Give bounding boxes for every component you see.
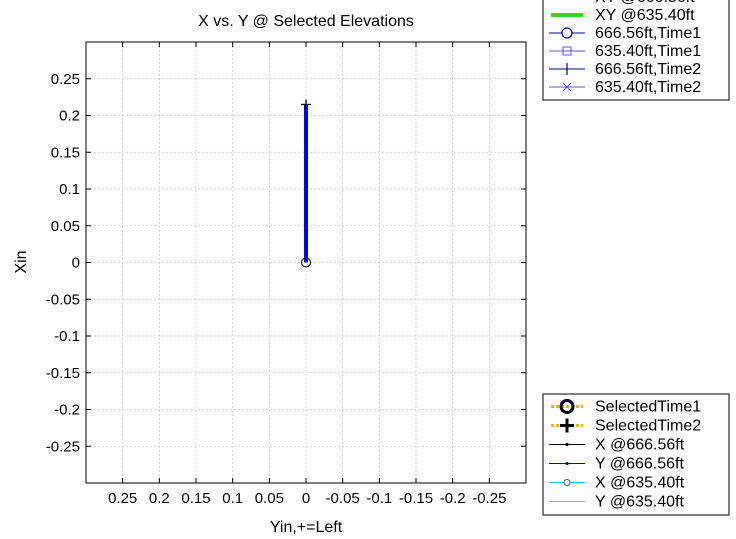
y-tick-label: -0.1 [54,328,80,345]
marker-circle [300,257,312,268]
legend-swatch-square [562,46,572,56]
legend-swatch-x [562,82,572,92]
y-tick-label: 0.05 [51,218,80,235]
legend-entry-label: XY @666.56ft [595,0,695,6]
x-tick-label: -0.25 [472,490,506,507]
y-tick-label: -0.2 [54,402,80,419]
chart-title: X vs. Y @ Selected Elevations [198,13,414,30]
legend-bottom: SelectedTime1 SelectedTime2 X @666.56ft Y @… [542,393,730,516]
x-tick-label: 0.25 [108,490,137,507]
x-tick-label: -0.05 [326,490,360,507]
legend-entry-label: X @666.56ft [595,437,685,454]
y-tick-label: -0.15 [46,365,80,382]
y-tick-label: 0 [72,255,80,272]
plot-frame [85,41,527,484]
y-tick-label: 0.15 [51,144,80,161]
series-layer [300,99,312,268]
legend-box [542,393,730,516]
x-tick-label: 0.05 [255,490,284,507]
y-tick-label: 0.2 [59,108,80,125]
legend-swatch-circle [559,399,575,414]
legend-entry-label: XY @635.40ft [595,7,695,24]
x-tick-label: -0.15 [399,490,433,507]
legend-entry-label: X @635.40ft [595,475,685,492]
x-tick-label: 0.1 [222,490,243,507]
x-axis-label: Yin,+=Left [270,519,343,536]
y-tick-label: -0.25 [46,438,80,455]
x-tick-label: 0 [302,490,310,507]
legend-top: XY @666.56ftXY @635.40ft666.56ft,Time163… [542,0,730,101]
y-tick-label: -0.05 [46,291,80,308]
legend-swatch-circle [563,479,571,486]
y-axis-label: Xin [13,250,30,273]
legend-swatch-dot [565,442,569,447]
legend-entry-label: SelectedTime1 [595,399,701,416]
y-tick-label: 0.1 [59,181,80,198]
legend-entry-label: SelectedTime2 [595,418,701,435]
x-tick-label: 0.2 [149,490,170,507]
x-tick-label: 0.15 [181,490,210,507]
legend-entry-label: 635.40ft,Time1 [595,43,701,60]
x-tick-label: -0.1 [366,490,392,507]
legend-entry-label: Y @666.56ft [595,456,684,473]
legend-swatch-circle [561,27,573,39]
legend-entry-label: 666.56ft,Time2 [595,61,701,78]
legend-entry-label: 635.40ft,Time2 [595,79,701,96]
legend-entry-label: Y @635.40ft [595,494,684,511]
x-tick-label: -0.2 [440,490,466,507]
axis-ticks: 0.25 0.2 0.15 0.1 0.05 0 -0.05 -0.1 -0.15 -0.2 -0.… [46,42,526,507]
legend-swatch-dot [565,461,569,466]
y-tick-label: 0.25 [51,71,80,88]
legend-entry-label: 666.56ft,Time1 [595,25,701,42]
